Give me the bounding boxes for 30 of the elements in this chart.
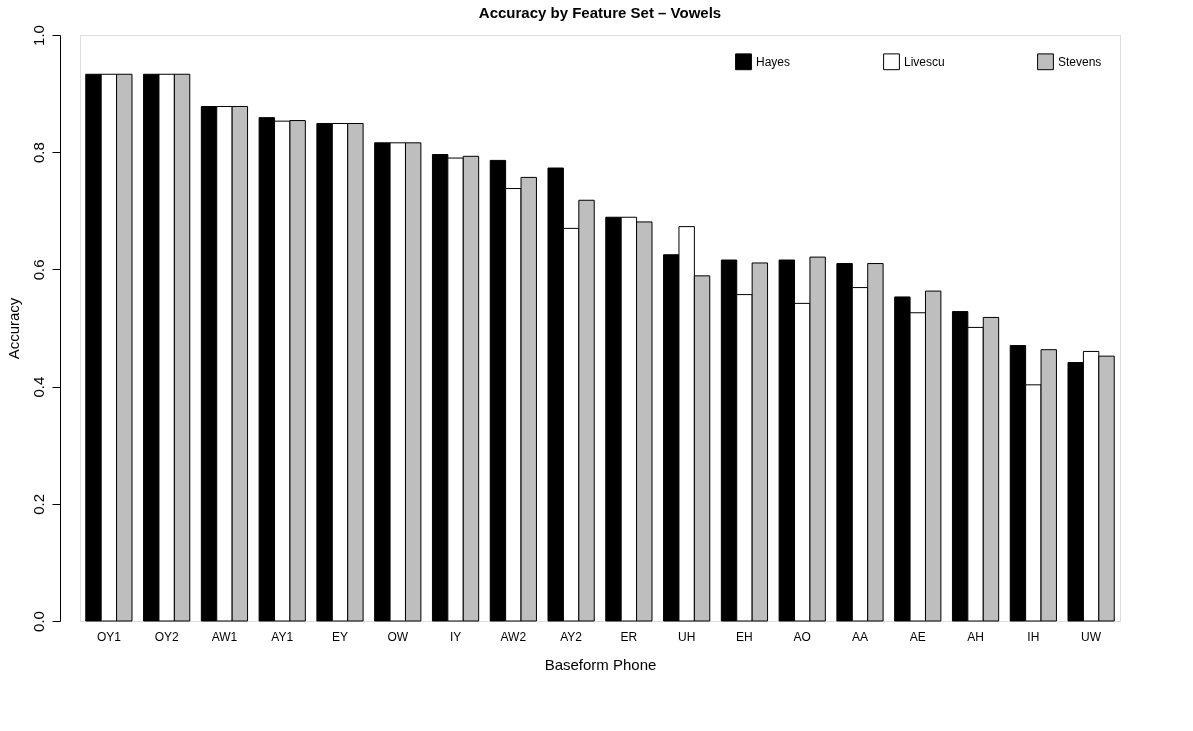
y-tick-label: 0.2 bbox=[29, 493, 47, 515]
x-tick-label: EH bbox=[736, 629, 753, 644]
x-tick-label: IY bbox=[449, 629, 462, 644]
y-tick-label: 0.6 bbox=[29, 259, 47, 281]
x-tick-label: AY1 bbox=[271, 629, 294, 644]
y-axis-title: Accuracy bbox=[4, 297, 22, 360]
x-tick-label: OW bbox=[387, 629, 409, 644]
x-tick-label: AH bbox=[967, 629, 984, 644]
x-tick-label: AA bbox=[851, 629, 869, 644]
x-tick-label: UH bbox=[677, 629, 696, 644]
x-tick-label: AE bbox=[909, 629, 926, 644]
x-tick-label: IH bbox=[1027, 629, 1040, 644]
legend-label: Stevens bbox=[1058, 54, 1102, 69]
y-tick-label: 1.0 bbox=[29, 25, 47, 46]
x-tick-label: ER bbox=[620, 629, 638, 644]
legend-label: Hayes bbox=[756, 54, 791, 69]
y-tick-label: 0.0 bbox=[29, 611, 47, 632]
x-axis-title: Baseform Phone bbox=[544, 655, 657, 673]
x-tick-label: AY2 bbox=[560, 629, 583, 644]
y-tick-label: 0.4 bbox=[29, 376, 47, 398]
legend-label: Livescu bbox=[904, 54, 945, 69]
chart-title: Accuracy by Feature Set – Vowels bbox=[478, 3, 722, 21]
y-tick-label: 0.8 bbox=[29, 142, 47, 164]
x-tick-label: UW bbox=[1081, 629, 1102, 644]
x-tick-label: OY2 bbox=[154, 629, 179, 644]
x-tick-label: AO bbox=[793, 629, 811, 644]
x-tick-label: AW2 bbox=[500, 629, 527, 644]
x-tick-label: AW1 bbox=[211, 629, 238, 644]
x-tick-label: EY bbox=[331, 629, 349, 644]
x-tick-label: OY1 bbox=[96, 629, 122, 644]
